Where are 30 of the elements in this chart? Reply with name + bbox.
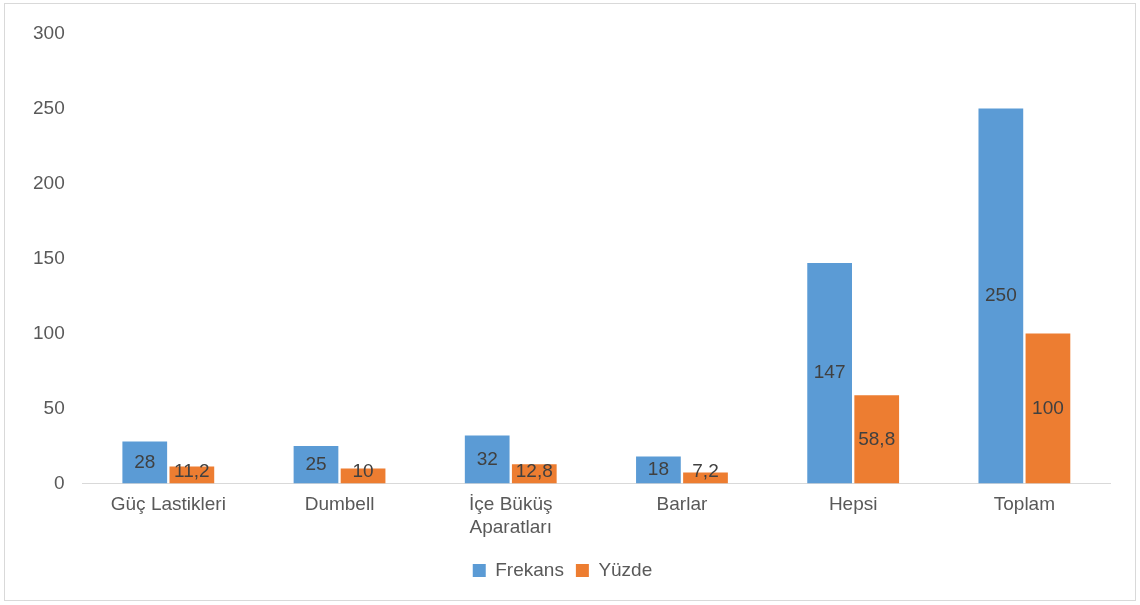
x-tick-label: Güç Lastikleri bbox=[110, 493, 226, 515]
bar bbox=[122, 441, 168, 484]
data-label: 28 bbox=[134, 450, 156, 472]
bar bbox=[854, 395, 900, 484]
data-label: 32 bbox=[476, 447, 498, 469]
data-label: 250 bbox=[985, 284, 1017, 306]
bar bbox=[807, 262, 852, 484]
data-label: 58,8 bbox=[858, 427, 896, 449]
data-label: 147 bbox=[813, 361, 846, 383]
bar bbox=[464, 435, 510, 484]
data-label: 18 bbox=[647, 458, 669, 480]
data-label: 25 bbox=[305, 452, 327, 474]
y-tick-label: 200 bbox=[33, 171, 65, 193]
y-tick-label: 150 bbox=[33, 246, 65, 268]
legend-label: Yüzde bbox=[598, 558, 653, 580]
data-label: 100 bbox=[1032, 396, 1064, 418]
x-tick-label: Toplam bbox=[993, 493, 1056, 515]
bar bbox=[978, 108, 1024, 484]
x-tick-label: Hepsi bbox=[828, 493, 878, 515]
bar bbox=[1025, 333, 1071, 484]
x-tick-label: Dumbell bbox=[304, 493, 375, 515]
y-tick-label: 300 bbox=[33, 21, 65, 43]
legend-label: Frekans bbox=[495, 558, 564, 580]
y-tick-label: 250 bbox=[33, 96, 65, 118]
x-tick-label: Barlar bbox=[656, 493, 708, 515]
y-tick-label: 100 bbox=[33, 321, 65, 343]
y-tick-label: 0 bbox=[54, 471, 65, 493]
y-tick-label: 50 bbox=[43, 396, 65, 418]
x-tick-label: İçe Büküş Aparatları bbox=[469, 493, 553, 537]
data-label: 12,8 bbox=[515, 459, 553, 481]
